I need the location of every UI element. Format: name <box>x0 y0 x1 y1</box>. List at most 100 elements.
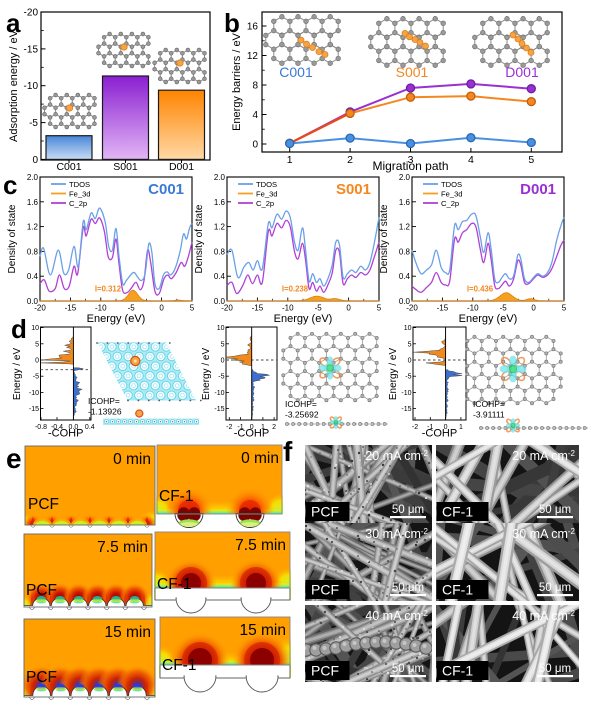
svg-text:0.0: 0.0 <box>214 297 226 306</box>
svg-text:CF-1: CF-1 <box>157 576 191 593</box>
svg-text:Energy / eV: Energy / eV <box>12 348 23 401</box>
svg-text:5: 5 <box>408 341 412 348</box>
svg-text:4: 4 <box>468 154 474 166</box>
svg-text:C001: C001 <box>56 161 81 173</box>
svg-text:Fe_3d: Fe_3d <box>256 189 278 198</box>
svg-text:-3.25692: -3.25692 <box>285 410 319 420</box>
svg-text:Fe_3d: Fe_3d <box>69 189 91 198</box>
svg-text:40 mA cm-2: 40 mA cm-2 <box>512 609 575 624</box>
svg-text:I=0.312: I=0.312 <box>95 285 122 294</box>
svg-text:C001: C001 <box>148 181 184 198</box>
svg-text:0: 0 <box>32 155 38 166</box>
svg-text:S001: S001 <box>336 181 371 198</box>
svg-text:5: 5 <box>562 304 567 313</box>
svg-text:0.8: 0.8 <box>399 247 411 256</box>
svg-text:-1: -1 <box>237 424 243 431</box>
svg-text:7.5 min: 7.5 min <box>97 539 148 556</box>
svg-text:50 μm: 50 μm <box>392 663 424 675</box>
svg-text:20 mA cm-2: 20 mA cm-2 <box>512 449 575 464</box>
svg-text:TDOS: TDOS <box>441 180 462 189</box>
svg-text:-10: -10 <box>29 390 39 397</box>
svg-text:Energy / eV: Energy / eV <box>388 348 399 401</box>
svg-text:5: 5 <box>35 341 39 348</box>
svg-text:8: 8 <box>252 81 258 92</box>
svg-text:Energy (eV): Energy (eV) <box>87 313 146 325</box>
svg-text:-2: -2 <box>226 424 232 431</box>
svg-text:16: 16 <box>247 22 259 33</box>
svg-text:1.2: 1.2 <box>214 223 226 232</box>
svg-text:-COHP: -COHP <box>48 428 83 440</box>
svg-text:-5: -5 <box>29 118 38 129</box>
svg-text:50 μm: 50 μm <box>392 582 424 594</box>
svg-text:1.6: 1.6 <box>27 198 39 207</box>
svg-text:ICOHP=: ICOHP= <box>285 399 317 409</box>
svg-text:1.6: 1.6 <box>399 198 411 207</box>
svg-text:-5: -5 <box>405 374 411 381</box>
svg-text:0.0: 0.0 <box>27 297 39 306</box>
svg-text:0: 0 <box>159 304 164 313</box>
svg-text:TDOS: TDOS <box>69 180 90 189</box>
svg-text:PCF: PCF <box>311 582 339 598</box>
svg-text:Energy (eV): Energy (eV) <box>459 313 518 325</box>
svg-text:Energy barriers / eV: Energy barriers / eV <box>231 32 243 130</box>
svg-text:7.5 min: 7.5 min <box>235 537 286 554</box>
svg-text:b: b <box>224 8 240 38</box>
svg-text:PCF: PCF <box>26 669 57 686</box>
svg-text:30 mA cm-2: 30 mA cm-2 <box>512 527 575 542</box>
svg-text:2: 2 <box>347 154 353 166</box>
svg-text:15 min: 15 min <box>239 622 286 639</box>
svg-text:4: 4 <box>252 110 258 121</box>
svg-text:D001: D001 <box>169 161 194 173</box>
svg-text:12: 12 <box>247 51 259 62</box>
svg-text:5: 5 <box>190 304 195 313</box>
svg-text:30 mA cm-2: 30 mA cm-2 <box>365 527 428 542</box>
svg-text:C001: C001 <box>279 64 313 80</box>
svg-text:50 μm: 50 μm <box>539 504 571 516</box>
svg-text:0: 0 <box>252 140 258 151</box>
svg-text:-20: -20 <box>34 304 46 313</box>
svg-text:CF-1: CF-1 <box>442 582 473 598</box>
svg-text:5: 5 <box>377 304 382 313</box>
svg-text:-20: -20 <box>406 304 418 313</box>
svg-text:CF-1: CF-1 <box>162 657 196 674</box>
svg-text:-3.91111: -3.91111 <box>473 410 505 420</box>
svg-text:0: 0 <box>250 424 254 431</box>
svg-text:50 μm: 50 μm <box>539 582 571 594</box>
svg-text:-10: -10 <box>467 304 479 313</box>
svg-text:1: 1 <box>287 154 293 166</box>
svg-text:0 min: 0 min <box>113 451 151 468</box>
svg-text:-10: -10 <box>214 390 224 397</box>
svg-text:50 μm: 50 μm <box>392 504 424 516</box>
svg-text:d: d <box>11 314 27 344</box>
svg-text:C_2p: C_2p <box>256 199 274 208</box>
svg-text:5: 5 <box>221 341 225 348</box>
svg-text:Adsorption energy / eV: Adsorption energy / eV <box>8 29 20 142</box>
svg-text:-10: -10 <box>95 304 107 313</box>
svg-text:-20: -20 <box>221 304 233 313</box>
svg-text:TDOS: TDOS <box>256 180 277 189</box>
svg-text:-10: -10 <box>401 390 411 397</box>
svg-text:-15: -15 <box>437 304 449 313</box>
svg-text:-10: -10 <box>24 81 39 92</box>
svg-text:-5: -5 <box>315 304 323 313</box>
svg-text:0: 0 <box>346 304 351 313</box>
svg-text:-5: -5 <box>218 374 224 381</box>
svg-text:0: 0 <box>444 424 448 431</box>
svg-text:0.0: 0.0 <box>69 424 79 431</box>
svg-text:I=0.436: I=0.436 <box>467 285 494 294</box>
svg-text:PCF: PCF <box>311 504 339 520</box>
svg-text:Fe_3d: Fe_3d <box>441 189 463 198</box>
svg-text:0.0: 0.0 <box>399 297 411 306</box>
svg-text:a: a <box>6 8 21 38</box>
svg-text:Density of state: Density of state <box>7 204 18 273</box>
svg-text:1.2: 1.2 <box>27 223 39 232</box>
svg-text:2.0: 2.0 <box>214 173 226 182</box>
svg-text:Energy (eV): Energy (eV) <box>274 313 333 325</box>
svg-text:c: c <box>3 170 17 200</box>
svg-text:D001: D001 <box>520 181 556 198</box>
svg-text:0.4: 0.4 <box>85 424 95 431</box>
svg-text:0.4: 0.4 <box>399 272 411 281</box>
svg-text:CF-1: CF-1 <box>159 488 193 505</box>
svg-text:-20: -20 <box>24 8 39 19</box>
svg-text:D001: D001 <box>505 64 539 80</box>
